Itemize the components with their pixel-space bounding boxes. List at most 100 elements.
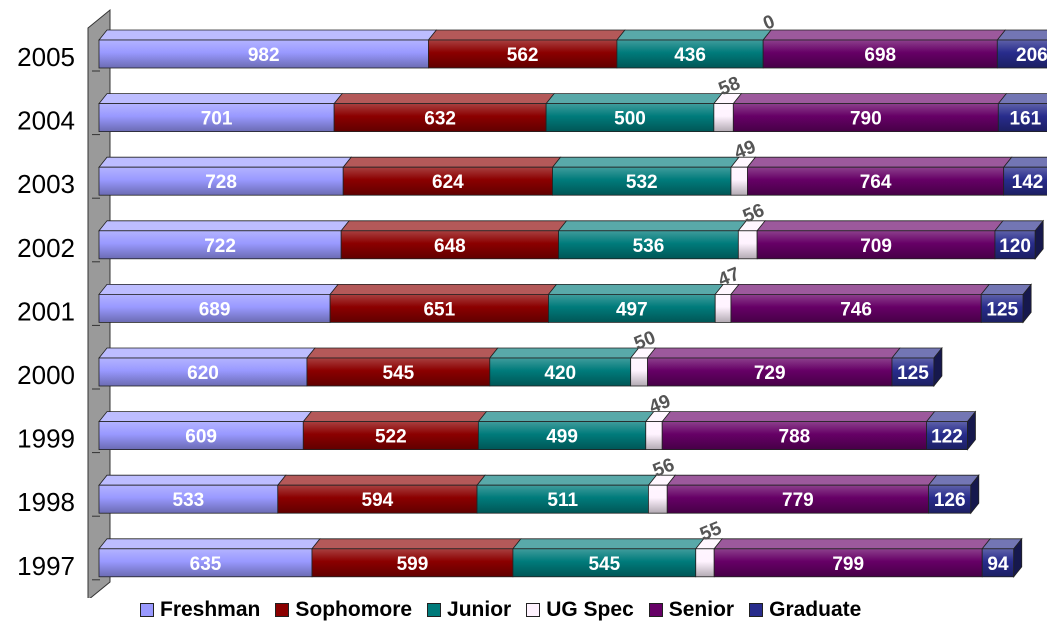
data-label: 125 [897, 363, 929, 384]
bar-top-face [98, 538, 321, 550]
chart-legend: Freshman Sophomore Junior UG Spec Senior Grad… [140, 598, 876, 622]
legend-swatch [526, 603, 541, 617]
bar-segment [926, 421, 968, 451]
bar-segment [762, 39, 998, 69]
bar-segment [477, 421, 647, 451]
bar-segment [98, 548, 313, 578]
bar-side-face [933, 346, 943, 388]
bar-segment [730, 293, 982, 323]
bar-segment [630, 357, 648, 387]
data-label: 497 [616, 299, 648, 320]
bar-top-face [661, 411, 936, 423]
bar-top-face [927, 474, 980, 486]
bar-segment [277, 484, 478, 514]
category-label: 2005 [17, 42, 75, 72]
bar-top-face [342, 156, 562, 168]
legend-swatch [749, 603, 764, 617]
data-label: 722 [204, 236, 236, 257]
bar-top-face [98, 93, 343, 104]
category-label: 2003 [17, 169, 75, 199]
bar-segment [648, 484, 668, 514]
data-label: 728 [205, 172, 237, 193]
data-label: 125 [986, 299, 1018, 320]
bar-top-face [756, 220, 1004, 232]
legend-swatch [275, 603, 290, 617]
bar-segment [329, 293, 549, 323]
bar-top-face [98, 283, 339, 295]
bar-segment [713, 103, 734, 132]
bar-segment [645, 421, 663, 451]
data-label: 545 [588, 554, 620, 575]
data-label: 142 [1012, 172, 1044, 193]
bar-segment [756, 230, 996, 260]
legend-item: Graduate [749, 598, 861, 622]
bar-segment [552, 166, 732, 196]
bar-segment [548, 293, 716, 323]
bar-top-face [997, 93, 1047, 104]
bar-segment [98, 421, 304, 451]
data-label: 790 [850, 109, 882, 130]
data-label: 533 [173, 490, 205, 511]
data-label: 94 [987, 554, 1009, 575]
data-label: 729 [754, 363, 786, 384]
bar-top-face [488, 347, 640, 359]
data-label: 982 [248, 45, 280, 66]
bar-top-face [547, 283, 725, 295]
bar-top-face [98, 411, 313, 423]
bar-top-face [996, 29, 1047, 41]
bar-top-face [333, 93, 555, 104]
data-label: 122 [931, 427, 963, 448]
data-label: 511 [547, 490, 578, 511]
category-label: 1998 [17, 487, 75, 517]
category-label: 2000 [17, 360, 75, 390]
bar-top-face [311, 538, 522, 550]
legend-label: Graduate [769, 598, 862, 621]
bar-segment [98, 293, 331, 323]
data-label: 799 [832, 554, 864, 575]
bar-segment [98, 39, 429, 69]
bar-segment [476, 484, 649, 514]
bar-top-face [329, 283, 558, 295]
bar-top-face [98, 29, 438, 41]
data-label: 532 [626, 172, 658, 193]
legend-swatch [140, 603, 154, 617]
data-label: 788 [779, 427, 811, 448]
bar-segment [695, 548, 715, 578]
bar-segment [98, 230, 342, 260]
bar-top-face [306, 347, 499, 359]
data-label: 701 [201, 109, 233, 130]
bar-segment [1003, 166, 1047, 196]
bar-top-face [713, 538, 992, 550]
bar-top-face [477, 411, 655, 423]
data-label: 522 [375, 427, 407, 448]
legend-item: Sophomore [275, 598, 412, 622]
legend-item: UG Spec [526, 598, 634, 622]
bar-segment [661, 421, 927, 451]
bar-top-face [891, 347, 943, 359]
bar-top-face [98, 156, 353, 168]
category-label: 2001 [17, 296, 75, 326]
data-label: 648 [434, 236, 466, 257]
bar-top-face [980, 283, 1032, 295]
data-label: 599 [397, 554, 429, 575]
bar-segment [997, 103, 1047, 132]
legend-swatch [648, 603, 663, 617]
bar-top-face [340, 220, 568, 232]
bar-top-face [302, 411, 488, 423]
data-label: 709 [860, 236, 892, 257]
data-label: 620 [187, 363, 219, 384]
bar-segment [891, 357, 935, 387]
legend-item: Senior [648, 598, 734, 622]
data-label: 545 [383, 363, 415, 384]
legend-label: UG Spec [546, 598, 634, 621]
category-label: 2002 [17, 233, 75, 263]
data-label: 594 [362, 490, 394, 511]
data-label: 698 [864, 45, 896, 66]
bar-segment [647, 357, 893, 387]
bar-top-face [925, 411, 977, 423]
data-label: 206 [1016, 45, 1047, 66]
data-label: 536 [633, 236, 665, 257]
bar-segment [98, 103, 335, 132]
data-label: 624 [432, 172, 464, 193]
bar-top-face [427, 29, 626, 41]
